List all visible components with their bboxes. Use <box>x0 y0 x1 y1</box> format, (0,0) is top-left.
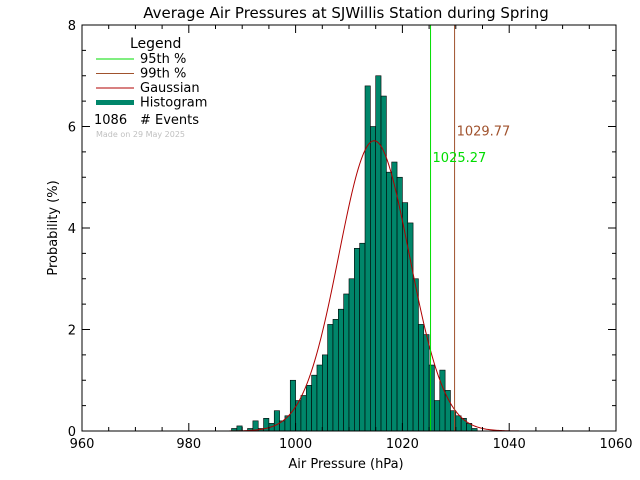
legend-label-2: Gaussian <box>140 81 200 96</box>
histogram-bar-8 <box>273 410 280 432</box>
percentile-99-label: 1029.77 <box>457 125 511 140</box>
histogram-bar-17 <box>321 354 328 432</box>
histogram-bar-34 <box>412 278 419 432</box>
legend-label-3: Histogram <box>140 96 207 111</box>
histogram-bar-30 <box>391 161 398 432</box>
histogram-bar-20 <box>338 308 344 432</box>
y-axis-ticks: 0 2 4 6 8 <box>68 19 616 440</box>
histogram-bar-32 <box>402 202 409 432</box>
histogram-bar-1 <box>236 425 243 432</box>
y-tick-label: 6 <box>68 121 76 136</box>
x-tick-label: 980 <box>176 437 201 452</box>
histogram-bar-40 <box>444 390 451 432</box>
histogram-bar-11 <box>289 379 296 432</box>
histogram-bar-25 <box>364 85 371 432</box>
x-tick-label: 1040 <box>493 437 526 452</box>
y-tick-label: 2 <box>68 324 76 339</box>
x-axis-label: Air Pressure (hPa) <box>288 457 403 472</box>
histogram-bar-14 <box>305 385 312 432</box>
histogram-bar-33 <box>407 222 414 432</box>
histogram-bar-27 <box>375 75 382 432</box>
histogram-bar-29 <box>386 171 393 432</box>
x-axis-ticks: 960 980 1000 1020 1040 1060 <box>70 25 633 452</box>
events-label: # Events <box>140 113 199 128</box>
histogram-bar-42 <box>455 415 462 432</box>
histogram-bar-24 <box>359 242 366 432</box>
chart-title: Average Air Pressures at SJWillis Statio… <box>143 4 549 22</box>
histogram-bar-22 <box>348 278 355 432</box>
histogram-bar-36 <box>423 334 430 432</box>
histogram-bar-26 <box>370 126 376 432</box>
histogram-bar-23 <box>354 248 360 432</box>
x-tick-label: 960 <box>70 437 95 452</box>
histogram-bar-19 <box>332 319 339 432</box>
y-tick-label: 0 <box>68 425 76 440</box>
events-count: 1086 <box>94 113 127 128</box>
y-tick-label: 8 <box>68 19 76 34</box>
legend-title: Legend <box>130 36 181 52</box>
histogram-bar-38 <box>434 400 441 432</box>
x-tick-label: 1020 <box>386 437 419 452</box>
histogram-bar-15 <box>311 374 318 432</box>
histogram-bar-35 <box>418 324 425 432</box>
histogram-bars <box>231 75 478 432</box>
histogram-bar-37 <box>428 364 435 432</box>
made-on-note: Made on 29 May 2025 <box>96 130 185 139</box>
histogram-bar-39 <box>439 369 446 432</box>
histogram-bar-21 <box>343 293 350 432</box>
histogram-bar-16 <box>316 364 323 432</box>
y-axis-label: Probability (%) <box>46 180 61 275</box>
percentile-95-label: 1025.27 <box>433 151 487 166</box>
x-tick-label: 1060 <box>599 437 632 452</box>
y-tick-label: 4 <box>68 222 76 237</box>
x-tick-label: 1000 <box>279 437 312 452</box>
legend-label-0: 95th % <box>140 52 186 67</box>
histogram-bar-28 <box>380 95 387 432</box>
histogram-bar-18 <box>327 324 334 432</box>
legend-label-1: 99th % <box>140 67 186 82</box>
histogram-bar-13 <box>300 395 307 432</box>
